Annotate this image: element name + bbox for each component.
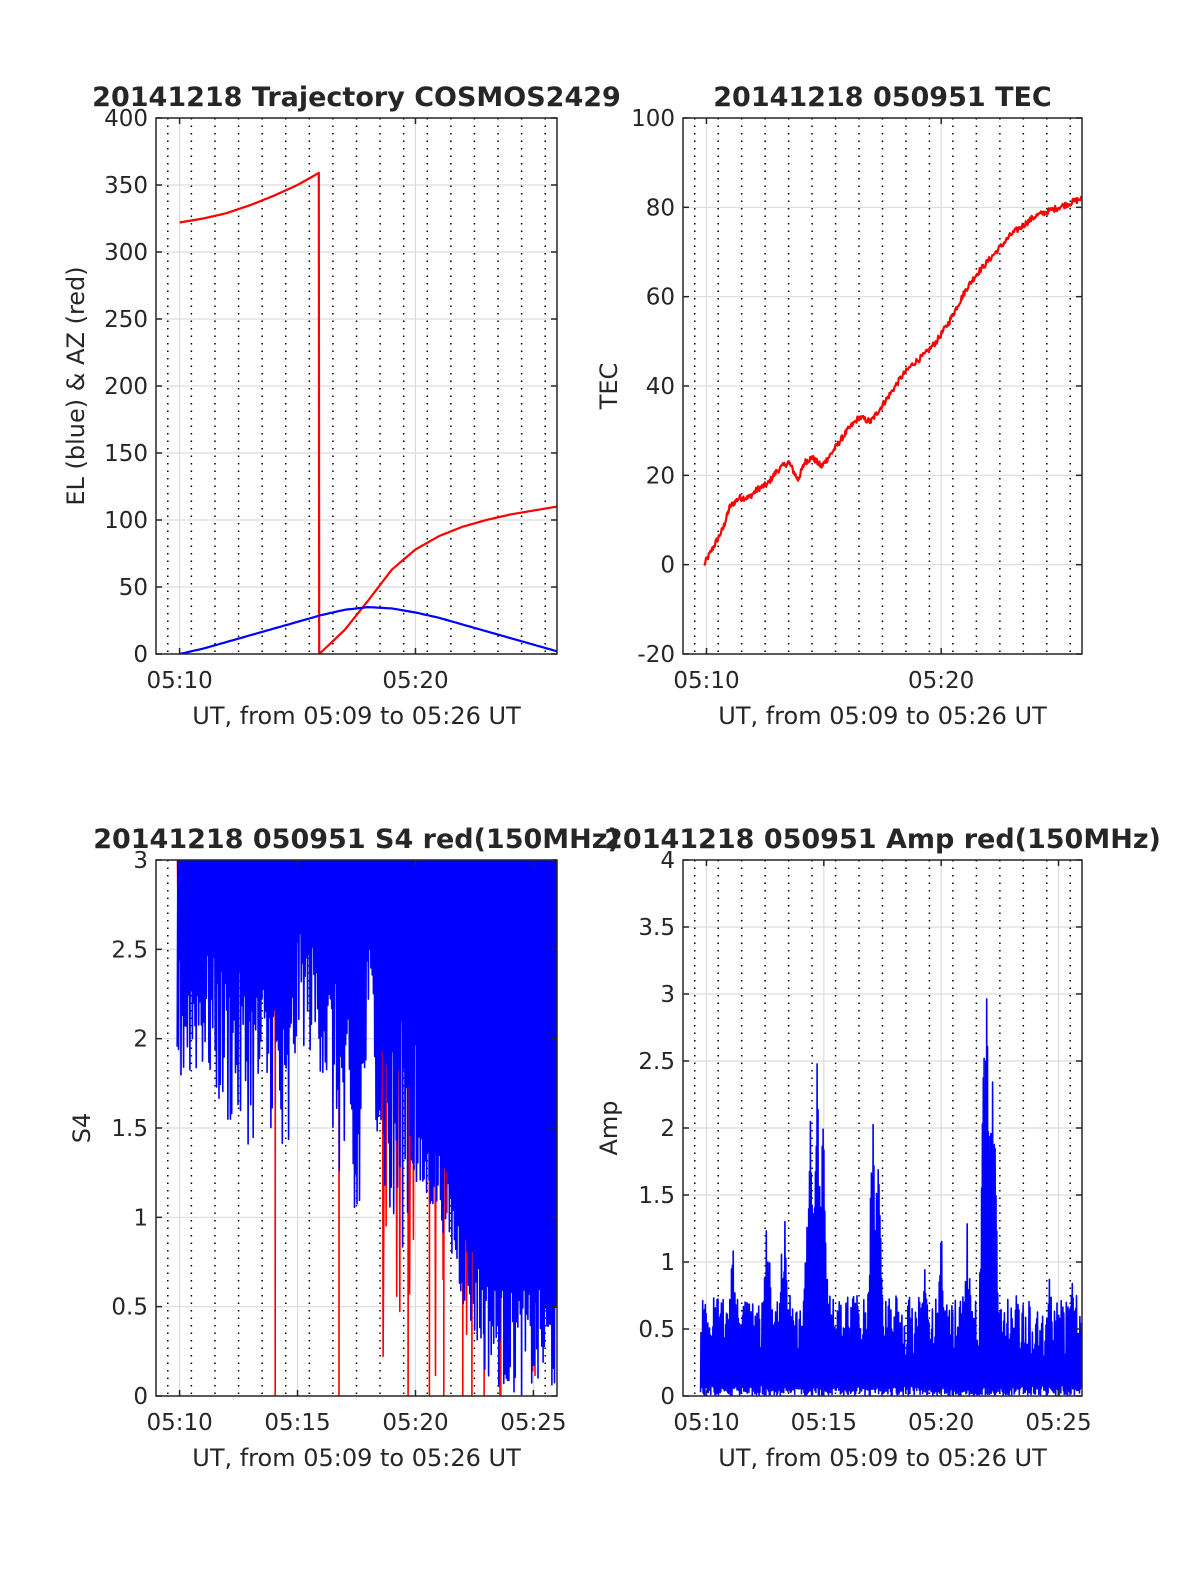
y-axis-label: TEC [595,363,623,411]
y-tick-label: 2.5 [111,937,148,963]
chart-1: 0 50 100 150 200 250 300 350 400 05:10 05:20 201412… [62,82,621,730]
x-axis-label: UT, from 05:09 to 05:26 UT [718,1444,1047,1472]
y-tick-label: 250 [104,307,148,333]
x-tick-label: 05:20 [382,1410,448,1436]
y-tick-label: 200 [104,374,148,400]
y-tick-label: 3 [133,848,148,874]
y-tick-label: 400 [104,106,148,132]
x-tick-label: 05:10 [673,1410,739,1436]
x-tick-label: 05:10 [146,1410,212,1436]
chart-title: 20141218 Trajectory COSMOS2429 [92,82,621,113]
series-line [179,171,557,654]
chart-3: 0 0.5 1 1.5 2 2.5 3 05:10 05:15 05:20 05:25 2014121… [68,824,620,1472]
x-tick-label: 05:20 [908,1410,974,1436]
y-tick-label: 0 [133,1384,148,1410]
x-tick-label: 05:10 [146,668,212,694]
chart-2: -20 0 20 40 60 80 100 05:10 05:20 20141218 050951… [595,82,1083,730]
x-tick-label: 05:15 [791,1410,857,1436]
y-tick-label: 3.5 [638,915,675,941]
series-group [179,171,557,654]
y-tick-label: 100 [104,508,148,534]
series-line [176,860,557,1396]
y-tick-label: 0.5 [111,1295,148,1321]
x-axis-label: UT, from 05:09 to 05:26 UT [718,702,1047,730]
x-tick-label: 05:20 [908,668,974,694]
y-tick-label: 2.5 [638,1049,675,1075]
y-tick-label: 60 [646,285,675,311]
y-tick-label: 1 [660,1250,675,1276]
x-tick-label: 05:25 [1025,1410,1091,1436]
y-tick-label: 1.5 [638,1183,675,1209]
y-tick-label: 0.5 [638,1317,675,1343]
y-tick-label: 0 [660,553,675,579]
y-tick-label: 0 [133,642,148,668]
series-line [179,606,557,654]
y-tick-label: -20 [637,642,675,668]
x-axis-label: UT, from 05:09 to 05:26 UT [192,702,521,730]
y-axis-label: EL (blue) & AZ (red) [62,266,90,505]
series-group [703,195,1082,566]
series-line [703,195,1082,566]
y-tick-label: 50 [119,575,148,601]
y-tick-label: 2 [660,1116,675,1142]
y-tick-label: 1 [133,1205,148,1231]
y-tick-label: 3 [660,982,675,1008]
x-tick-label: 05:15 [264,1410,330,1436]
y-tick-label: 2 [133,1027,148,1053]
series-group [176,860,557,1396]
chart-title: 20141218 050951 S4 red(150MHz) [93,824,620,855]
chart-4: 0 0.5 1 1.5 2 2.5 3 3.5 4 05:10 05:15 05:20 05:25 201… [595,824,1161,1472]
y-axis-label: S4 [68,1113,96,1144]
y-tick-label: 40 [646,374,675,400]
y-tick-label: 20 [646,463,675,489]
y-axis-label: Amp [595,1100,623,1155]
x-tick-label: 05:20 [382,668,448,694]
y-tick-label: 300 [104,240,148,266]
y-tick-label: 100 [631,106,675,132]
chart-title: 20141218 050951 Amp red(150MHz) [604,824,1161,855]
y-tick-label: 4 [660,848,675,874]
y-tick-label: 1.5 [111,1116,148,1142]
x-axis-label: UT, from 05:09 to 05:26 UT [192,1444,521,1472]
y-tick-label: 350 [104,173,148,199]
x-tick-label: 05:10 [673,668,739,694]
y-tick-label: 0 [660,1384,675,1410]
y-tick-label: 80 [646,195,675,221]
x-tick-label: 05:25 [500,1410,566,1436]
chart-title: 20141218 050951 TEC [713,82,1052,113]
y-tick-label: 150 [104,441,148,467]
